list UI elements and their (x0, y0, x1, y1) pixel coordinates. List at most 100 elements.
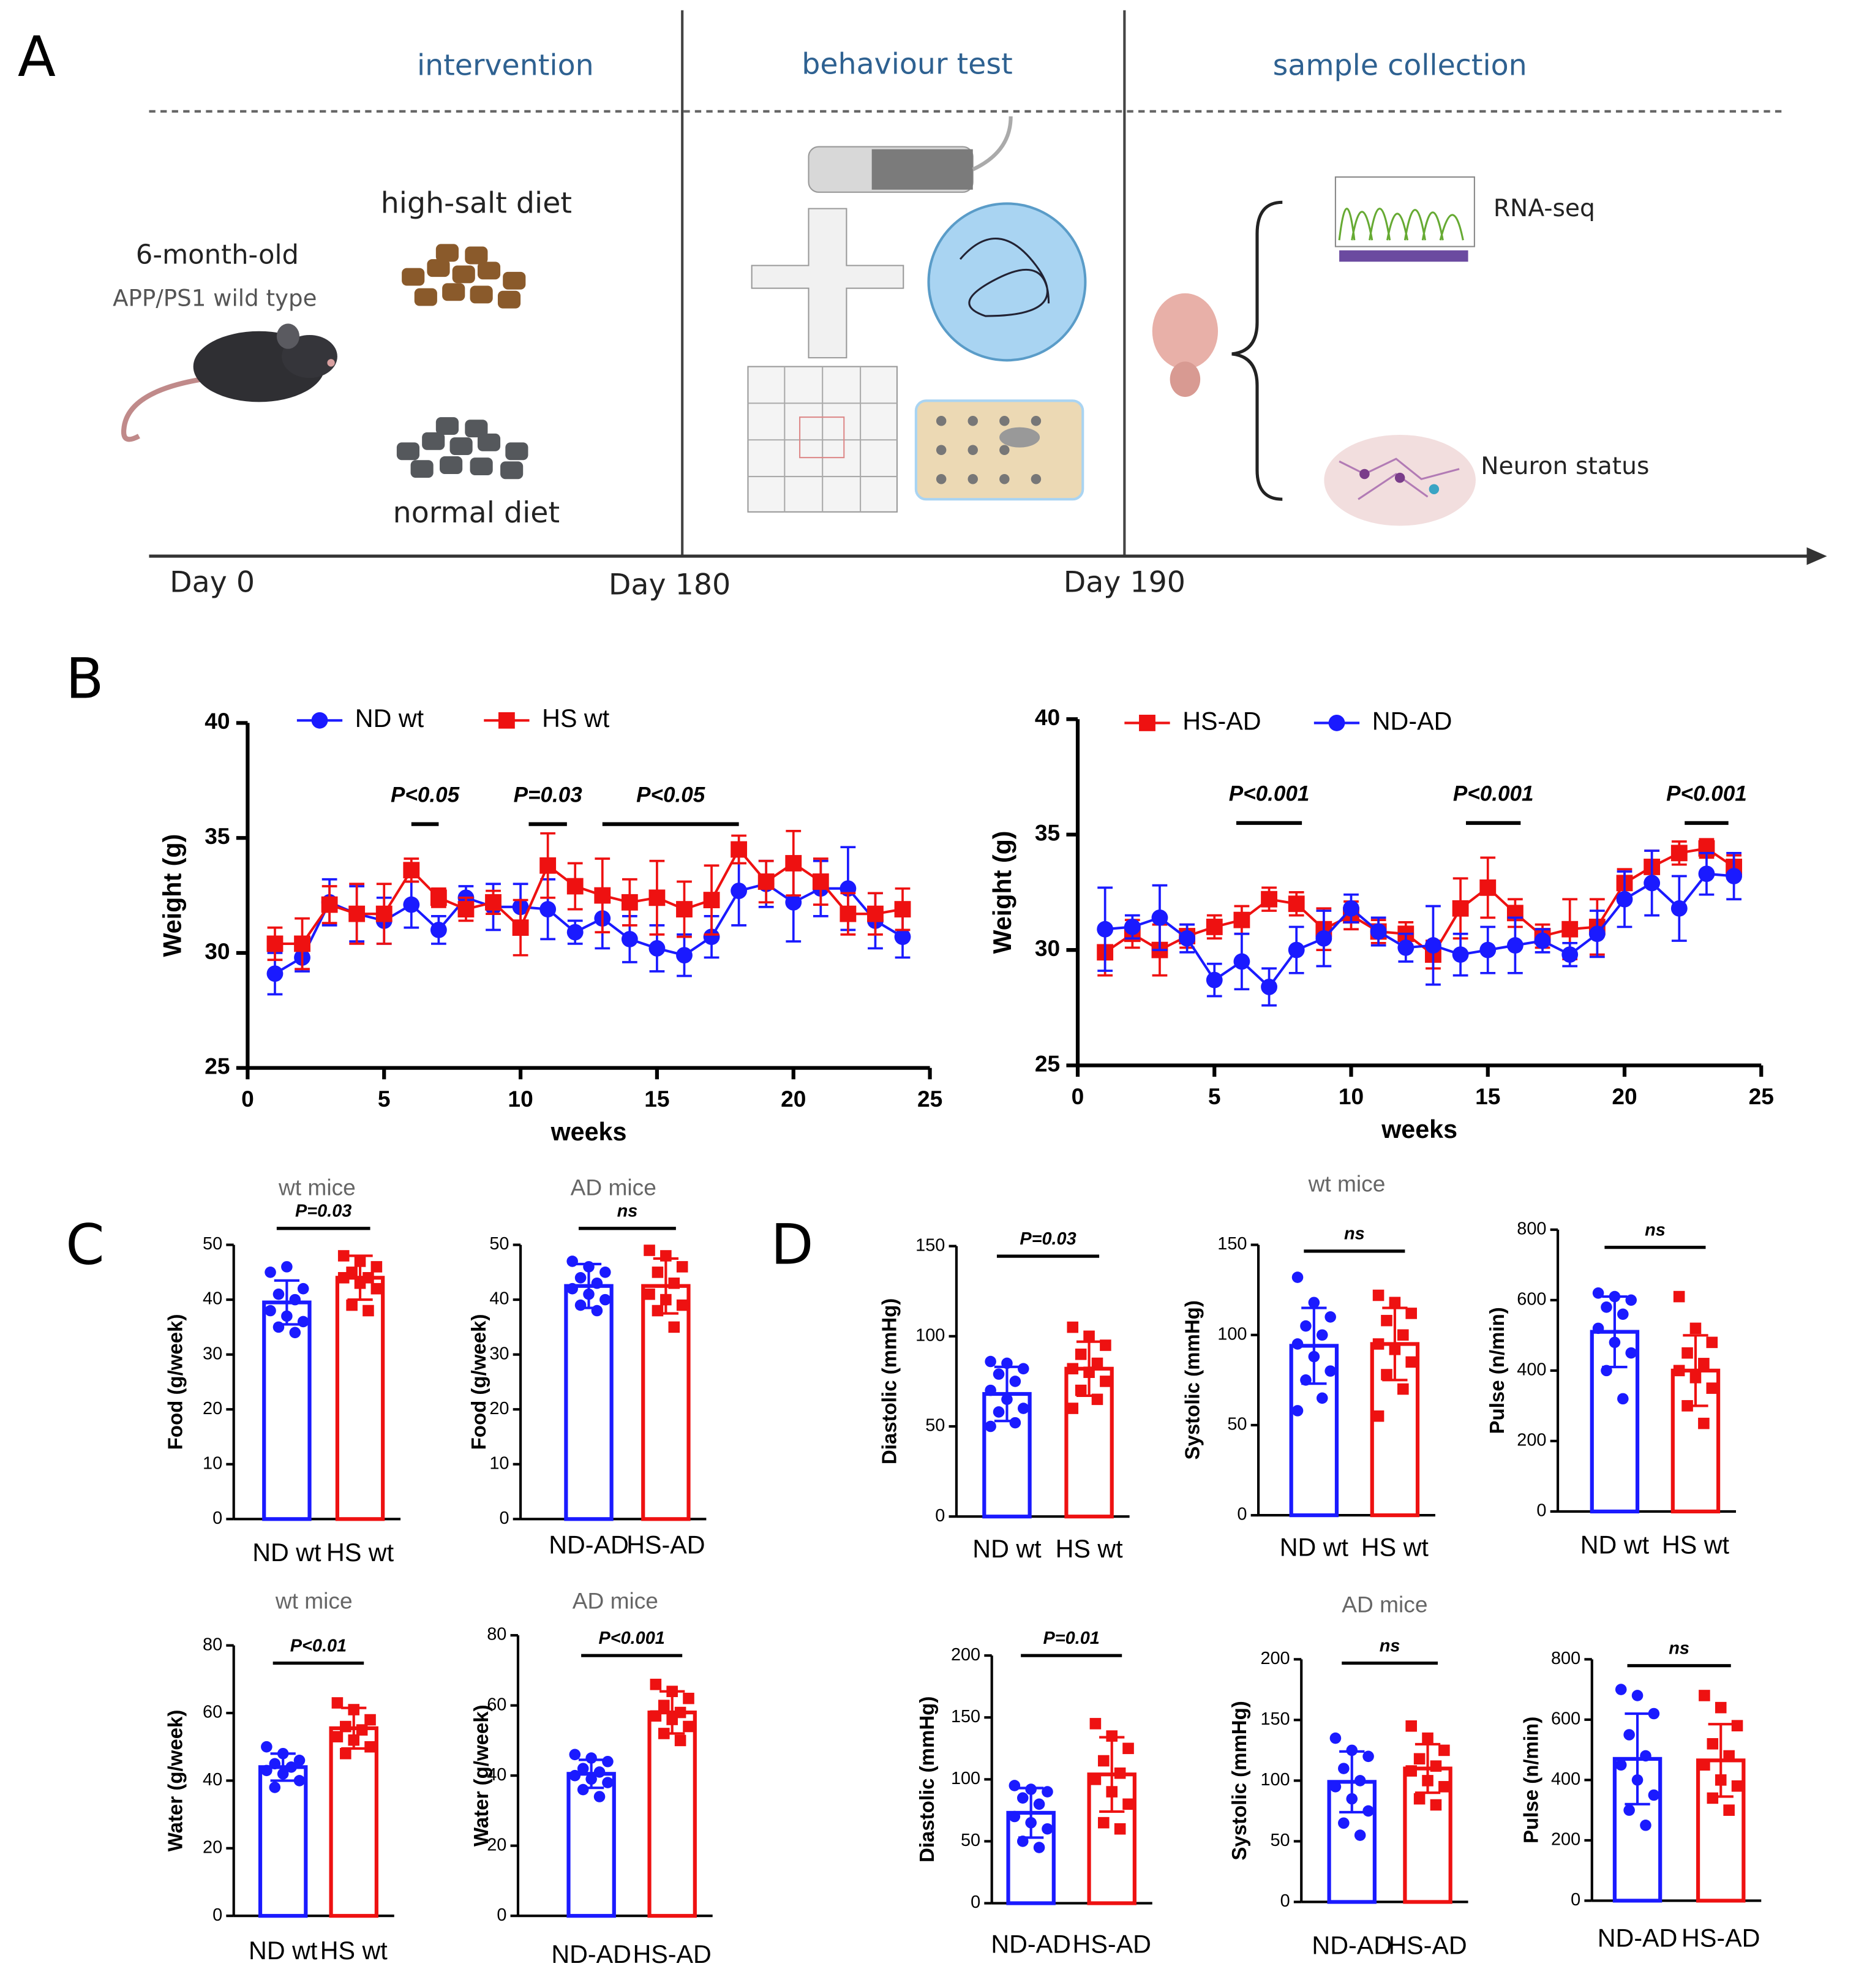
mouse-icon (121, 323, 337, 442)
y-tick-label: 30 (1035, 935, 1060, 961)
y-tick-label: 80 (487, 1625, 506, 1644)
chart-title: AD mice (1342, 1591, 1427, 1617)
data-point (1354, 1829, 1366, 1841)
data-point (666, 1714, 678, 1725)
data-point (539, 857, 557, 874)
data-point (574, 1299, 587, 1311)
data-point (1648, 1707, 1660, 1720)
data-point (1098, 1755, 1110, 1767)
data-point (1100, 1376, 1111, 1387)
data-point (1422, 1732, 1433, 1744)
data-point (644, 1288, 655, 1300)
data-point (1291, 1405, 1304, 1417)
y-tick-label: 50 (1227, 1415, 1247, 1434)
data-point (1106, 1730, 1118, 1742)
x-tick-label: 25 (1749, 1083, 1774, 1109)
data-point (1405, 1308, 1418, 1319)
y-tick-label: 100 (951, 1769, 980, 1788)
data-point (1601, 1301, 1612, 1313)
data-point (1631, 1690, 1644, 1701)
y-tick-label: 40 (205, 708, 230, 734)
data-point (1122, 1742, 1134, 1755)
data-point (594, 887, 611, 904)
data-point (1033, 1842, 1045, 1853)
data-point (1179, 930, 1196, 947)
legend-label: ND wt (355, 704, 424, 732)
significance-label: ns (1380, 1636, 1400, 1655)
y-tick-label: 80 (203, 1635, 222, 1654)
data-point (340, 1747, 351, 1760)
y-tick-label: 50 (203, 1234, 222, 1254)
data-point (785, 855, 802, 872)
legend-label: HS-AD (1182, 707, 1261, 735)
data-point (1413, 1753, 1426, 1765)
data-point (272, 1321, 285, 1333)
data-point (1091, 1393, 1103, 1406)
data-point (337, 1272, 350, 1284)
data-point (577, 1763, 589, 1774)
data-point (676, 901, 693, 918)
data-point (1644, 875, 1661, 892)
y-tick-label: 200 (1517, 1431, 1546, 1450)
data-point (1506, 937, 1523, 954)
x-tick-label: 0 (241, 1086, 254, 1112)
day-label: Day 0 (170, 565, 255, 599)
data-point (403, 862, 420, 879)
data-point (1300, 1374, 1312, 1386)
x-tick-label: ND wt (249, 1937, 318, 1965)
data-point (1479, 941, 1497, 958)
y-tick-label: 0 (497, 1905, 506, 1925)
data-point (1617, 1308, 1629, 1320)
data-point (1623, 1729, 1635, 1741)
y-tick-label: 25 (205, 1053, 230, 1079)
x-tick-label: ND-AD (991, 1930, 1071, 1959)
y-axis-label: Water (g/week) (470, 1704, 492, 1847)
data-point (1689, 1372, 1702, 1384)
panel-label: D (771, 1213, 814, 1278)
data-point (1017, 1363, 1029, 1375)
data-point (599, 1267, 611, 1278)
x-axis-label: weeks (550, 1118, 627, 1146)
data-point (289, 1327, 301, 1339)
data-point (785, 894, 802, 911)
data-point (1592, 1287, 1604, 1299)
data-point (683, 1692, 694, 1704)
data-point (1042, 1823, 1053, 1835)
x-tick-label: HS wt (1361, 1534, 1429, 1562)
data-point (1329, 1781, 1342, 1793)
data-point (1338, 1763, 1350, 1774)
x-tick-label: HS-AD (633, 1940, 712, 1968)
panel-label: A (18, 25, 56, 89)
data-point (1617, 1393, 1629, 1405)
data-point (1316, 1329, 1328, 1341)
significance-label: P<0.001 (1666, 782, 1747, 806)
data-point (331, 1731, 344, 1742)
x-tick-label: ND wt (1580, 1531, 1650, 1559)
data-point (348, 1704, 360, 1715)
y-tick-label: 600 (1551, 1709, 1580, 1728)
data-point (894, 901, 911, 918)
data-point (1699, 1690, 1710, 1701)
behaviour-apparatus (747, 116, 1087, 513)
phase-label: intervention (417, 49, 594, 83)
data-point (293, 1775, 306, 1787)
x-tick-label: 15 (644, 1086, 669, 1112)
data-point (599, 1293, 611, 1306)
data-point (585, 1773, 597, 1785)
chart-title: wt mice (1308, 1170, 1386, 1196)
data-point (430, 921, 447, 938)
data-point (993, 1368, 1005, 1380)
data-point (650, 1679, 662, 1690)
y-tick-label: 200 (1260, 1649, 1290, 1668)
assay-label: RNA-seq (1493, 195, 1595, 222)
data-point (1726, 868, 1743, 884)
x-tick-label: ND wt (1280, 1534, 1349, 1562)
y-tick-label: 100 (1260, 1770, 1290, 1790)
data-point (337, 1250, 350, 1262)
data-point (1731, 1720, 1743, 1731)
y-tick-label: 0 (1536, 1501, 1546, 1521)
y-tick-label: 35 (1035, 819, 1060, 845)
x-tick-label: 20 (1612, 1083, 1637, 1109)
assay-label: Neuron status (1481, 453, 1649, 480)
